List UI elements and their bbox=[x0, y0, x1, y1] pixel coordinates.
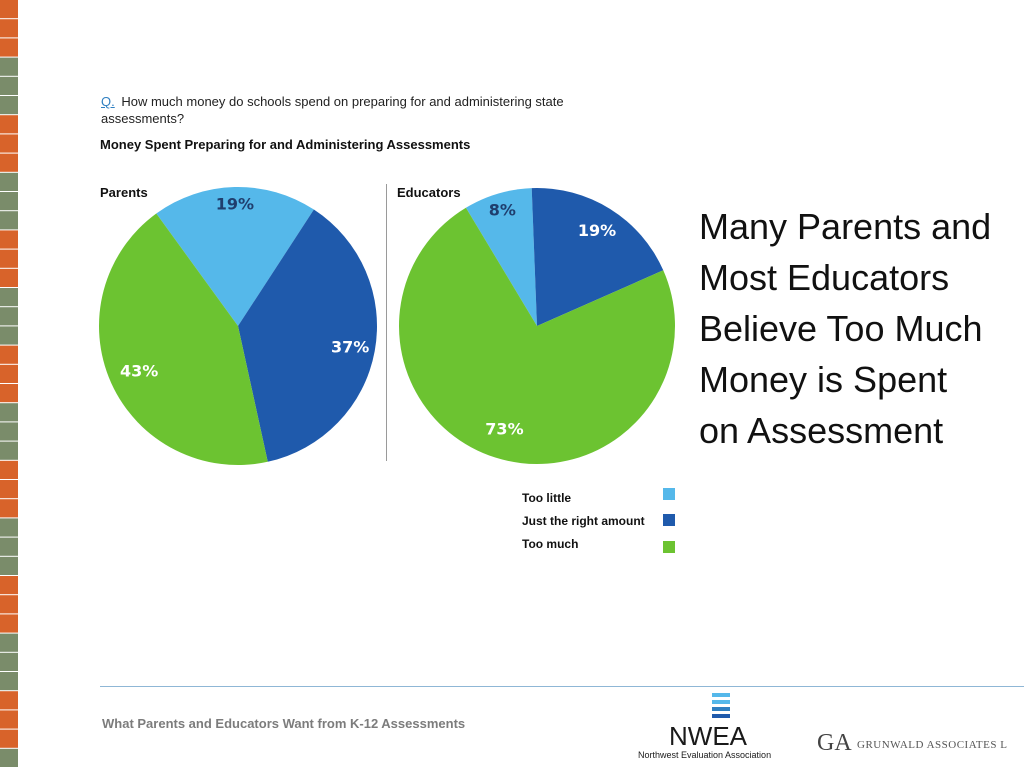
chart-divider bbox=[386, 184, 387, 461]
legend-label-too-little: Too little bbox=[522, 491, 572, 505]
decorative-stripe bbox=[0, 0, 18, 767]
headline-line-2: Most Educators bbox=[699, 257, 950, 298]
nwea-logo-subtitle: Northwest Evaluation Association bbox=[638, 750, 771, 760]
legend-swatch-too-much bbox=[663, 541, 675, 553]
legend-swatch-too-little bbox=[663, 488, 675, 500]
question-marker: Q. bbox=[101, 94, 115, 109]
footer-title: What Parents and Educators Want from K-1… bbox=[102, 716, 466, 731]
pie-slice-parents-0 bbox=[156, 187, 314, 326]
footer-divider bbox=[100, 686, 1024, 687]
headline-line-4: Money is Spent bbox=[699, 359, 948, 400]
ga-logo-name: Grunwald Associates LLC bbox=[857, 739, 1007, 751]
grunwald-associates-logo: GA Grunwald Associates LLC bbox=[817, 730, 1007, 756]
pie-title-educators: Educators bbox=[397, 185, 461, 200]
pie-value-label-educators-2: 73% bbox=[485, 420, 523, 439]
nwea-logo-text: NWEA bbox=[669, 721, 748, 751]
pie-value-label-parents-0: 19% bbox=[216, 195, 254, 214]
pie-value-label-parents-2: 43% bbox=[120, 361, 158, 380]
chart-title: Money Spent Preparing for and Administer… bbox=[100, 137, 471, 152]
pie-value-label-educators-0: 8% bbox=[489, 201, 516, 220]
question-text: How much money do schools spend on prepa… bbox=[101, 94, 564, 126]
legend-label-too-much: Too much bbox=[522, 537, 579, 551]
legend-swatch-just-right bbox=[663, 514, 675, 526]
pie-title-parents: Parents bbox=[100, 185, 148, 200]
headline-line-1: Many Parents and bbox=[699, 206, 992, 247]
pie-slice-educators-1 bbox=[531, 188, 664, 326]
pie-slice-parents-1 bbox=[238, 209, 377, 462]
legend-label-just-right: Just the right amount bbox=[522, 514, 645, 528]
pie-slice-educators-0 bbox=[465, 188, 537, 326]
pie-charts: 19% 37% 43% 8% 19% 73% bbox=[98, 187, 675, 466]
headline-line-3: Believe Too Much bbox=[699, 308, 983, 349]
pie-value-label-parents-1: 37% bbox=[331, 338, 369, 357]
slide-headline: Many Parents and Most Educators Believe … bbox=[699, 201, 1019, 456]
pie-slice-parents-2 bbox=[98, 213, 268, 466]
nwea-logo: NWEA Northwest Evaluation Association bbox=[638, 693, 771, 760]
pie-slice-educators-2 bbox=[398, 207, 675, 464]
pie-value-label-educators-1: 19% bbox=[578, 221, 616, 240]
survey-question: Q. How much money do schools spend on pr… bbox=[101, 93, 621, 127]
ga-logo-mark: GA bbox=[817, 730, 852, 756]
headline-line-5: on Assessment bbox=[699, 410, 944, 451]
